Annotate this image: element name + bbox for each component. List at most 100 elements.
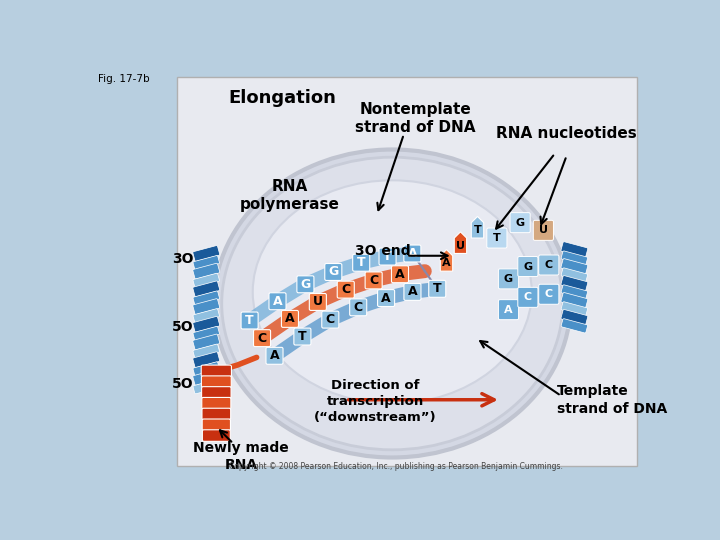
FancyBboxPatch shape (193, 334, 220, 350)
Text: Nontemplate
strand of DNA: Nontemplate strand of DNA (355, 102, 476, 136)
FancyBboxPatch shape (193, 352, 220, 368)
Text: T: T (433, 282, 441, 295)
FancyBboxPatch shape (193, 264, 220, 279)
FancyBboxPatch shape (325, 264, 342, 280)
FancyBboxPatch shape (428, 280, 446, 298)
FancyBboxPatch shape (193, 291, 220, 305)
FancyBboxPatch shape (193, 299, 220, 314)
FancyBboxPatch shape (310, 294, 326, 310)
Text: 3O end: 3O end (355, 244, 411, 258)
FancyBboxPatch shape (202, 419, 230, 430)
Text: A: A (395, 268, 405, 281)
FancyBboxPatch shape (365, 272, 382, 289)
Polygon shape (472, 217, 484, 238)
Text: C: C (325, 313, 335, 326)
Text: U: U (313, 295, 323, 308)
FancyBboxPatch shape (498, 269, 518, 289)
FancyBboxPatch shape (379, 248, 396, 265)
Text: C: C (545, 289, 553, 299)
Text: Elongation: Elongation (228, 90, 336, 107)
Text: G: G (328, 266, 338, 279)
Text: G: G (504, 274, 513, 284)
FancyBboxPatch shape (193, 344, 220, 359)
Polygon shape (454, 232, 467, 253)
Text: T: T (383, 250, 392, 263)
FancyBboxPatch shape (350, 299, 366, 316)
Text: A: A (270, 349, 279, 362)
Text: A: A (504, 305, 513, 315)
FancyBboxPatch shape (193, 369, 220, 386)
FancyBboxPatch shape (561, 275, 588, 292)
Ellipse shape (253, 180, 532, 403)
FancyBboxPatch shape (193, 316, 220, 332)
FancyBboxPatch shape (561, 268, 588, 282)
Text: 5O: 5O (172, 320, 194, 334)
Text: A: A (285, 313, 294, 326)
Text: T: T (357, 256, 366, 269)
Text: U: U (539, 225, 548, 235)
FancyBboxPatch shape (193, 281, 220, 297)
Text: A: A (442, 259, 451, 268)
FancyBboxPatch shape (518, 287, 538, 307)
FancyBboxPatch shape (561, 251, 588, 265)
Text: T: T (246, 314, 254, 327)
FancyBboxPatch shape (202, 387, 231, 398)
FancyBboxPatch shape (337, 281, 354, 298)
FancyBboxPatch shape (539, 255, 559, 275)
Text: G: G (523, 261, 532, 272)
FancyBboxPatch shape (539, 284, 559, 304)
FancyBboxPatch shape (534, 220, 554, 240)
Text: Template
strand of DNA: Template strand of DNA (557, 384, 667, 416)
FancyBboxPatch shape (201, 365, 231, 377)
FancyBboxPatch shape (404, 245, 421, 262)
FancyBboxPatch shape (193, 246, 220, 261)
Text: Newly made
RNA: Newly made RNA (193, 441, 289, 472)
FancyBboxPatch shape (193, 326, 220, 341)
Text: G: G (300, 278, 310, 291)
Ellipse shape (214, 150, 570, 457)
Text: C: C (524, 292, 532, 302)
FancyBboxPatch shape (510, 213, 530, 233)
FancyBboxPatch shape (487, 228, 507, 248)
FancyBboxPatch shape (282, 310, 299, 327)
FancyBboxPatch shape (404, 284, 421, 300)
FancyBboxPatch shape (193, 362, 220, 376)
Text: C: C (545, 260, 553, 270)
FancyBboxPatch shape (518, 256, 538, 276)
Text: A: A (382, 292, 391, 305)
FancyBboxPatch shape (561, 319, 588, 333)
FancyBboxPatch shape (193, 255, 220, 270)
Text: Fig. 17-7b: Fig. 17-7b (98, 74, 149, 84)
Text: U: U (456, 241, 465, 251)
Text: C: C (258, 332, 266, 345)
Text: 3O: 3O (172, 252, 194, 266)
Polygon shape (441, 249, 453, 271)
Text: C: C (354, 301, 363, 314)
Text: C: C (369, 274, 378, 287)
FancyBboxPatch shape (202, 430, 230, 441)
FancyBboxPatch shape (202, 397, 231, 409)
FancyBboxPatch shape (561, 285, 588, 299)
FancyBboxPatch shape (498, 300, 518, 320)
Text: G: G (516, 218, 525, 228)
Ellipse shape (222, 157, 563, 450)
Text: Copyright © 2008 Pearson Education, Inc., publishing as Pearson Benjamin Cumming: Copyright © 2008 Pearson Education, Inc.… (229, 462, 563, 471)
Text: RNA nucleotides: RNA nucleotides (496, 126, 637, 141)
FancyBboxPatch shape (561, 242, 588, 258)
Text: C: C (341, 283, 351, 296)
Text: T: T (474, 225, 482, 235)
Text: 5O: 5O (172, 377, 194, 392)
FancyBboxPatch shape (561, 302, 588, 316)
FancyBboxPatch shape (202, 376, 231, 387)
Text: T: T (298, 330, 307, 343)
Text: A: A (408, 247, 417, 260)
FancyBboxPatch shape (561, 259, 588, 274)
FancyBboxPatch shape (193, 380, 220, 394)
FancyBboxPatch shape (561, 293, 588, 308)
FancyBboxPatch shape (392, 266, 408, 283)
FancyBboxPatch shape (269, 293, 286, 310)
FancyBboxPatch shape (266, 347, 283, 365)
Text: T: T (493, 233, 500, 243)
FancyBboxPatch shape (177, 77, 637, 466)
FancyBboxPatch shape (294, 328, 311, 345)
